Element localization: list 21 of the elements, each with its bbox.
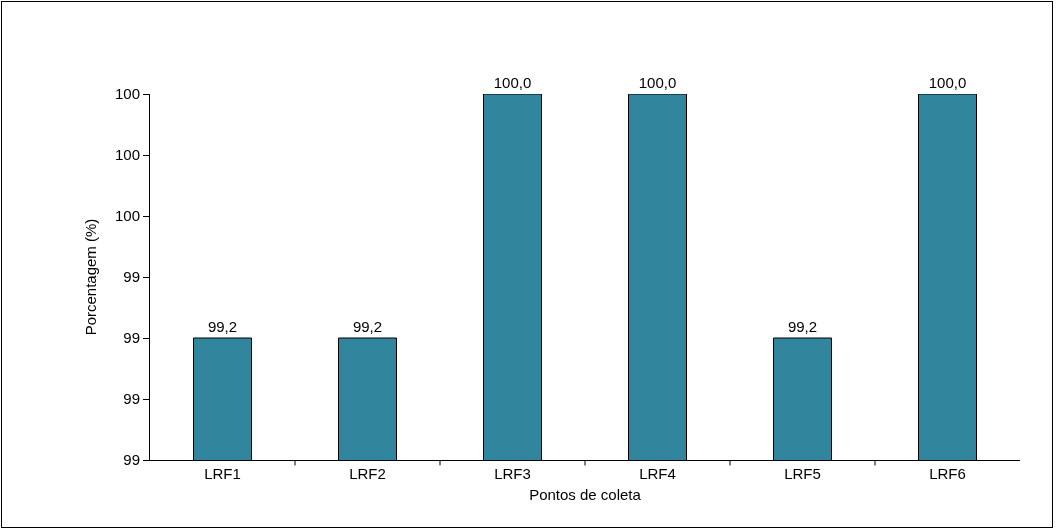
x-tick-label: LRF3: [494, 465, 531, 482]
x-axis-title: Pontos de coleta: [529, 486, 642, 503]
y-tick-label: 99: [123, 390, 140, 408]
x-tick-label: LRF4: [639, 465, 676, 482]
data-label: 100,0: [638, 74, 677, 91]
x-tick-label: LRF6: [929, 465, 966, 482]
data-label: 99,2: [352, 318, 383, 335]
y-tick-label: 99: [123, 268, 140, 286]
x-tick-label: LRF2: [349, 465, 386, 482]
y-tick-label: 99: [123, 329, 140, 347]
y-tick-label: 100: [114, 207, 140, 225]
y-axis-title: Porcentagem (%): [82, 218, 100, 336]
data-label: 100,0: [928, 74, 967, 91]
y-tick-label: 100: [114, 85, 140, 103]
y-tick-label: 100: [114, 146, 140, 164]
data-label: 99,2: [787, 318, 818, 335]
x-tick-label: LRF5: [784, 465, 821, 482]
data-label: 100,0: [493, 74, 532, 91]
y-tick-label: 99: [123, 451, 140, 469]
x-tick-label: LRF1: [204, 465, 241, 482]
data-label: 99,2: [207, 318, 238, 335]
